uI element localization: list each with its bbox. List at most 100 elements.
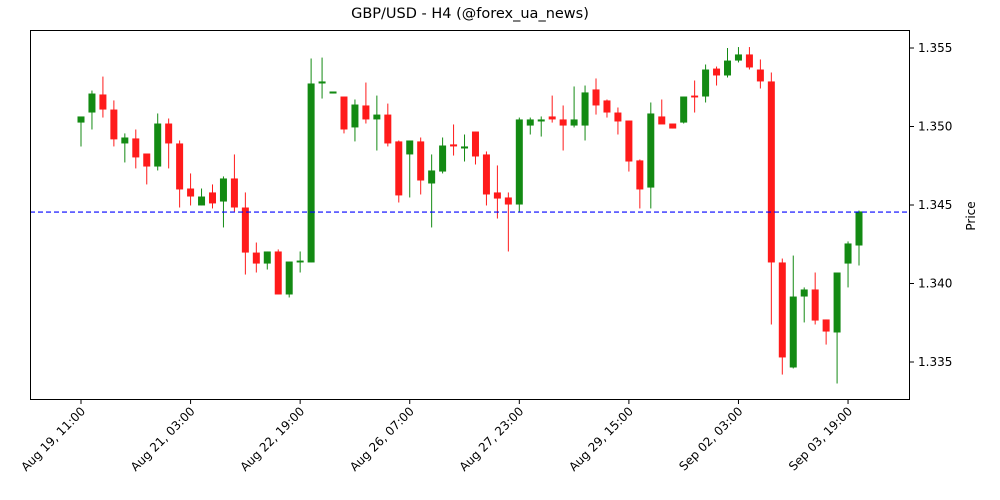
candle-body-up [428, 170, 436, 184]
candle [734, 47, 742, 63]
candle [493, 165, 501, 219]
y-axis: 1.335 1.340 1.345 1.350 1.355 [910, 41, 952, 369]
candle [110, 100, 118, 147]
candle-body-up [439, 145, 447, 172]
candle-body-down [713, 68, 721, 76]
candle-body-down [614, 112, 622, 122]
candle-body-up [88, 93, 96, 113]
candle-body-down [450, 144, 458, 147]
candle-body-up [285, 261, 293, 295]
candle [165, 118, 173, 169]
candle [154, 113, 162, 171]
candle [252, 242, 260, 273]
candle-body-up [296, 260, 304, 263]
candle [143, 153, 151, 185]
candle [121, 133, 129, 163]
candle-body-down [778, 262, 786, 358]
candle [428, 154, 436, 228]
candle [647, 102, 655, 209]
candle-body-down [745, 54, 753, 68]
candle-body-down [230, 178, 238, 208]
candle [680, 96, 688, 124]
candle-body-down [417, 141, 425, 181]
candle [614, 107, 622, 135]
x-tick-label: Aug 29, 15:00 [566, 404, 636, 474]
candle-body-down [395, 141, 403, 196]
axes-frame [30, 30, 910, 400]
candle [581, 85, 589, 141]
candle-body-up [219, 178, 227, 202]
candle [658, 99, 666, 125]
candle-body-up [461, 146, 469, 149]
candle [625, 120, 633, 172]
candle-body-up [307, 83, 315, 263]
candle-body-up [789, 296, 797, 368]
candle-body-up [373, 114, 381, 120]
candle [450, 124, 458, 156]
candle [263, 251, 271, 270]
candle [515, 117, 523, 213]
candle [373, 95, 381, 151]
candle-body-down [559, 119, 567, 126]
candle-body-down [811, 289, 819, 321]
candle-body-down [165, 123, 173, 144]
candle-body-down [208, 192, 216, 204]
candle [219, 176, 227, 228]
candle-body-up [702, 69, 710, 97]
candle-body-down [384, 114, 392, 144]
candle-body-up [198, 196, 206, 206]
candle [285, 261, 293, 298]
candle-body-down [636, 160, 644, 190]
candle-body-down [592, 89, 600, 106]
candle [482, 151, 490, 206]
candle [526, 117, 534, 135]
candle-body-up [406, 140, 414, 155]
candle [592, 78, 600, 115]
x-tick-label: Aug 22, 19:00 [237, 404, 307, 474]
candle-body-up [855, 211, 863, 246]
candle [800, 287, 808, 323]
candle-body-down [603, 100, 611, 113]
candle [296, 251, 304, 273]
x-tick-label: Aug 27, 23:00 [457, 404, 527, 474]
candle-body-up [526, 119, 534, 126]
candle-body-up [734, 54, 742, 61]
y-tick-label: 1.350 [918, 120, 952, 134]
candle [844, 241, 852, 288]
candle-body-down [132, 138, 140, 158]
candle [745, 47, 753, 70]
candle [822, 319, 830, 345]
candle [176, 140, 184, 208]
x-tick-label: Aug 19, 11:00 [18, 404, 88, 474]
candle [461, 134, 469, 162]
candle-body-down [110, 109, 118, 140]
chart-title: GBP/USD - H4 (@forex_ua_news) [351, 6, 589, 22]
candle [767, 72, 775, 325]
y-tick-label: 1.355 [918, 41, 952, 55]
candle [724, 48, 732, 78]
candle [198, 188, 206, 206]
candle-body-down [176, 143, 184, 190]
candle [778, 258, 786, 375]
candle-body-up [351, 104, 359, 128]
candle [329, 91, 337, 94]
candle-body-up [537, 119, 545, 122]
y-tick-label: 1.340 [918, 277, 952, 291]
candle-body-down [362, 105, 370, 120]
candle-body-down [340, 96, 348, 130]
candle-body-up [318, 81, 326, 84]
candle [318, 57, 326, 99]
candle-body-up [800, 289, 808, 297]
candle [833, 272, 841, 384]
candle-body-up [680, 96, 688, 123]
candle-body-up [121, 137, 129, 144]
candle [691, 80, 699, 113]
candle [99, 76, 107, 118]
candle-body-up [647, 113, 655, 188]
candle-body-down [241, 207, 249, 253]
candle [88, 90, 96, 130]
candle-body-up [844, 243, 852, 264]
candles-layer [77, 47, 863, 384]
candle [351, 99, 359, 142]
x-tick-label: Sep 02, 03:00 [676, 404, 745, 473]
